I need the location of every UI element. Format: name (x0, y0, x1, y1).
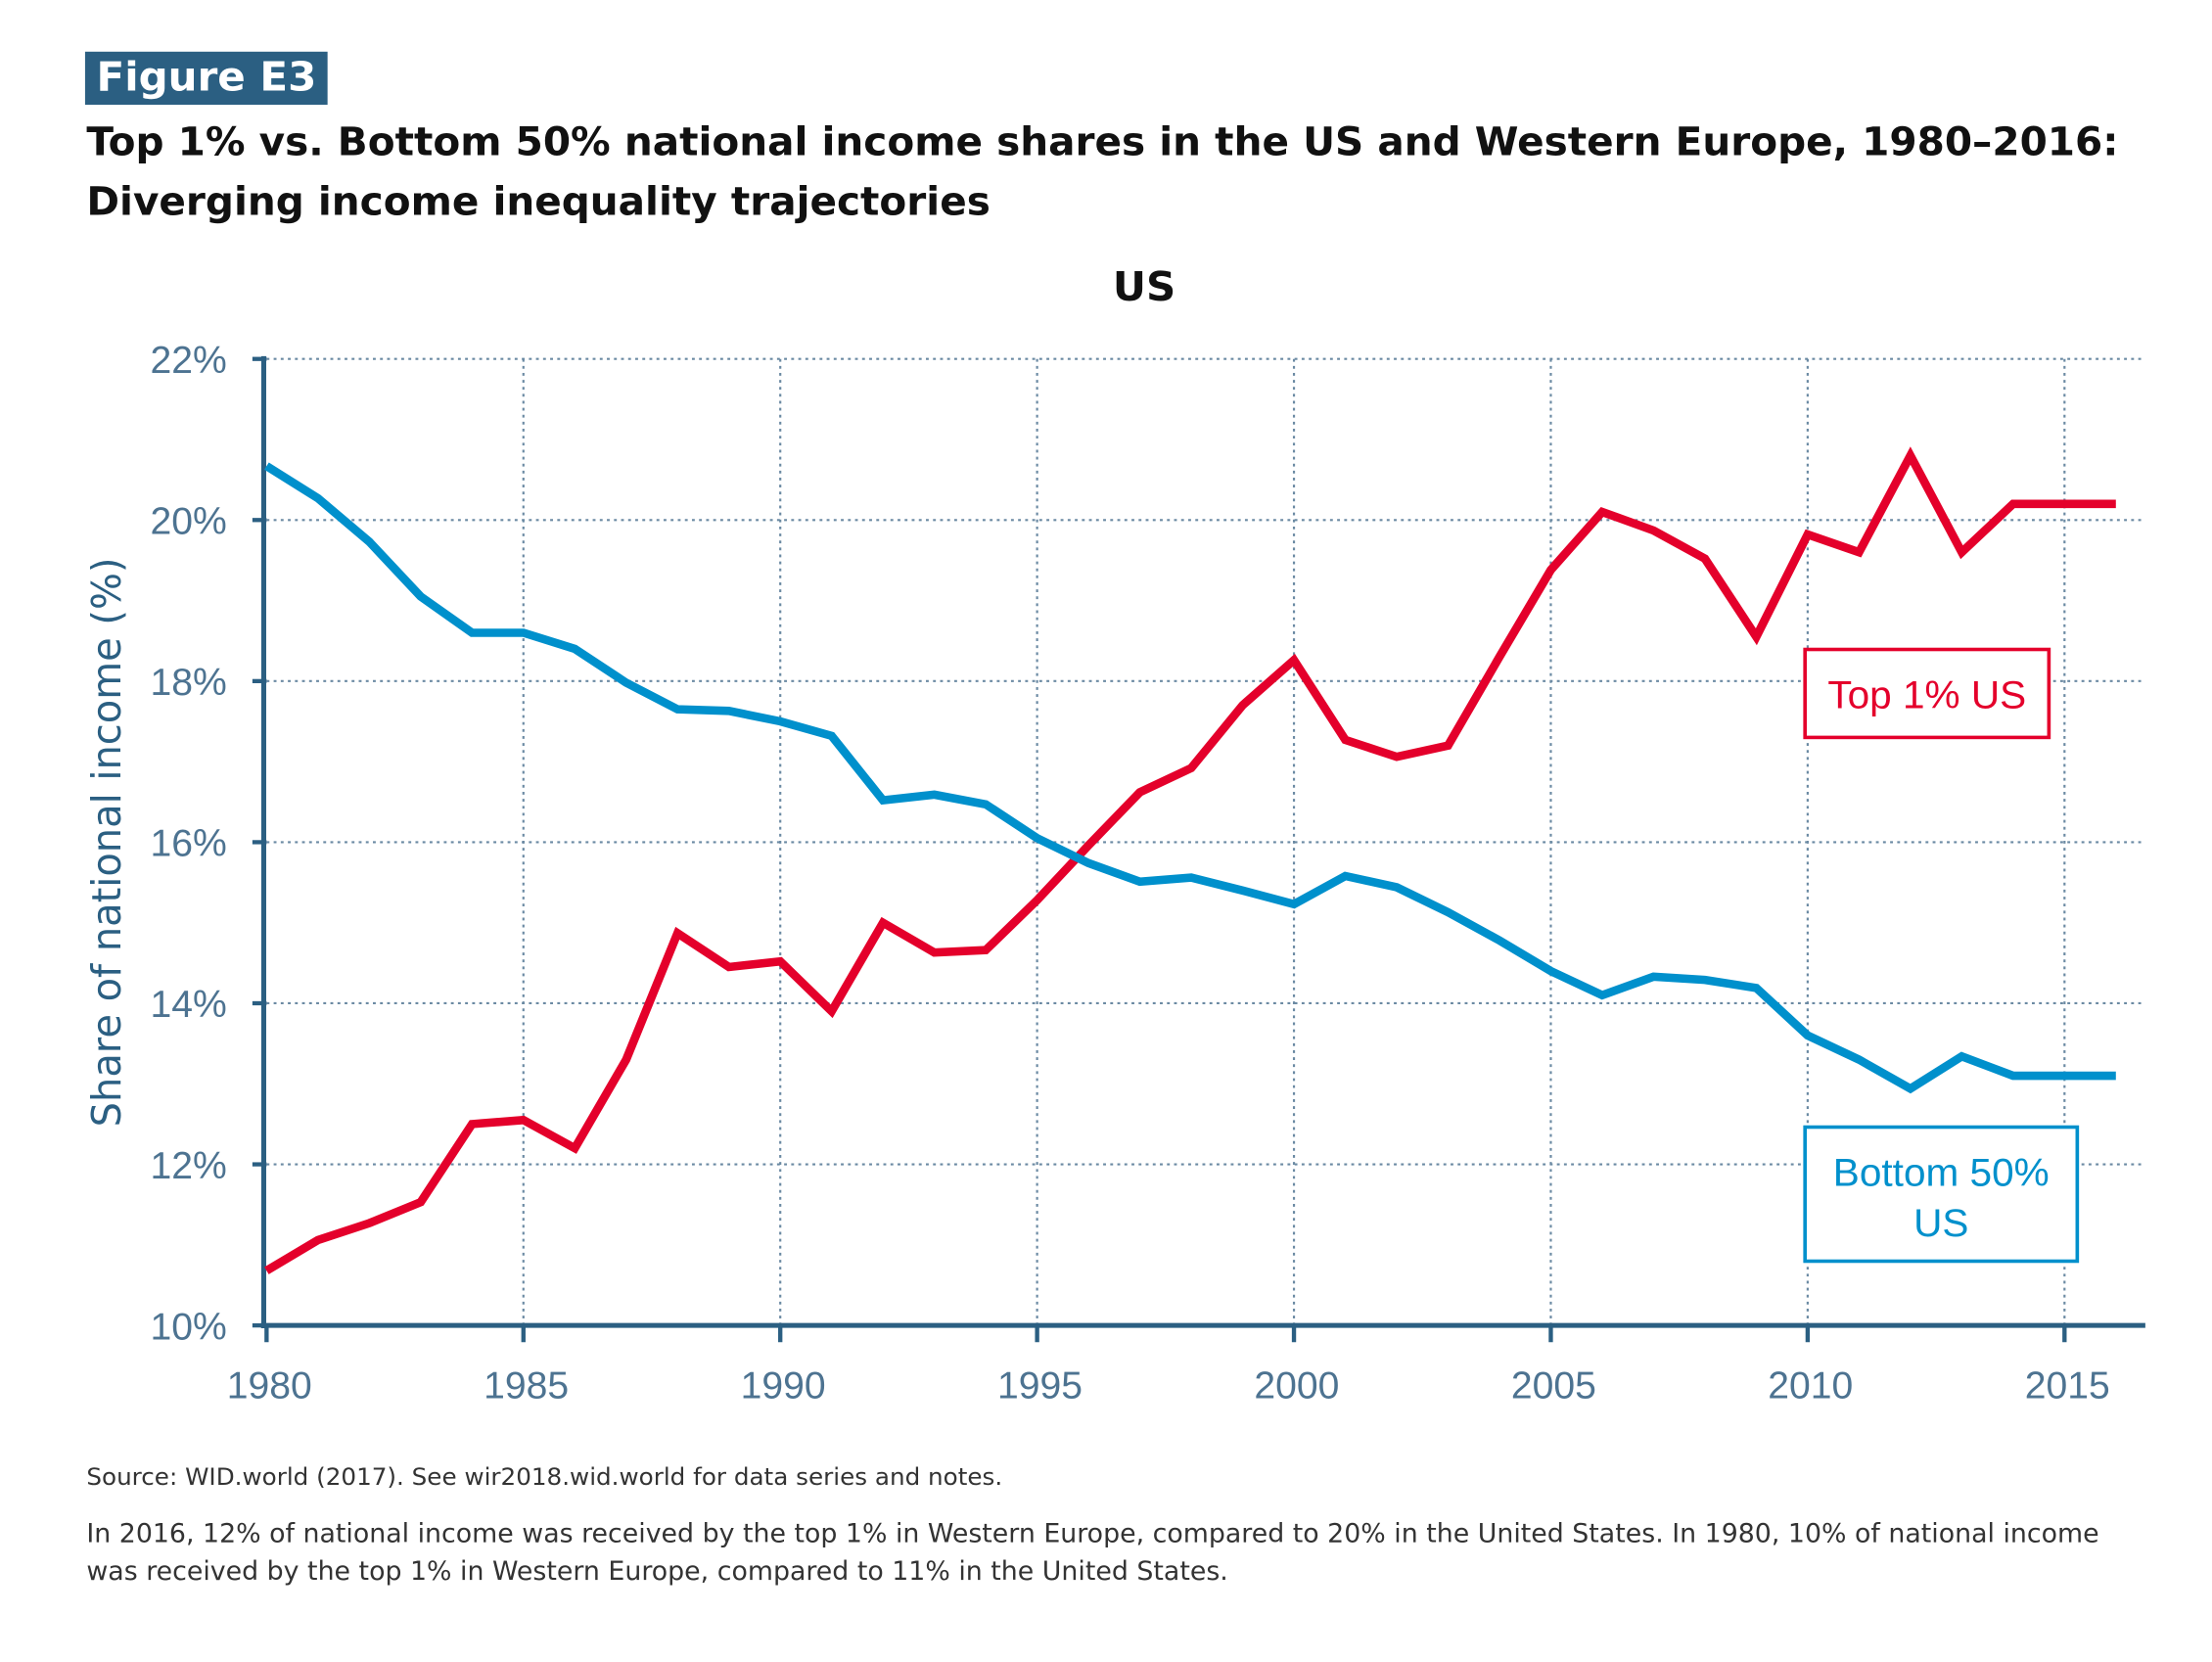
annotation-bottom50-label-line1: Bottom 50% (1833, 1151, 2050, 1195)
x-tick-label: 2000 (1254, 1365, 1339, 1408)
chart-title: US (1113, 262, 1175, 310)
y-tick-label: 14% (151, 985, 227, 1027)
figure-title: Top 1% vs. Bottom 50% national income sh… (86, 118, 2119, 225)
annotation-top1-label: Top 1% US (1827, 673, 2026, 717)
x-tick-label: 1990 (741, 1365, 826, 1408)
x-tick-label: 2010 (1768, 1365, 1853, 1408)
annotation-bottom50-label-line2: US (1913, 1201, 1968, 1245)
x-tick-label: 1980 (227, 1365, 312, 1408)
y-axis-label: Share of national income (%) (85, 557, 130, 1127)
y-tick-label: 22% (151, 340, 227, 382)
annotation-bottom50: Bottom 50% US (1803, 1125, 2080, 1264)
y-tick-label: 18% (151, 662, 227, 704)
annotation-bottom50-box (1803, 1125, 2080, 1264)
y-tick-label: 16% (151, 823, 227, 865)
series-line-bottom50-us (264, 462, 2116, 1094)
y-tick-label: 12% (151, 1145, 227, 1187)
y-tick-label: 20% (151, 501, 227, 543)
x-tick-label: 1985 (484, 1365, 569, 1408)
x-tick-label: 1995 (997, 1365, 1083, 1408)
annotation-top1-box (1803, 647, 2051, 740)
caption-note: In 2016, 12% of national income was rece… (86, 1519, 2099, 1587)
y-tick-label: 10% (151, 1307, 227, 1349)
x-tick-label: 2005 (1511, 1365, 1596, 1408)
source-note: Source: WID.world (2017). See wir2018.wi… (86, 1463, 1003, 1492)
annotation-top1: Top 1% US (1803, 647, 2051, 740)
figure-label: Figure E3 (84, 51, 328, 106)
x-tick-label: 2015 (2025, 1365, 2110, 1408)
